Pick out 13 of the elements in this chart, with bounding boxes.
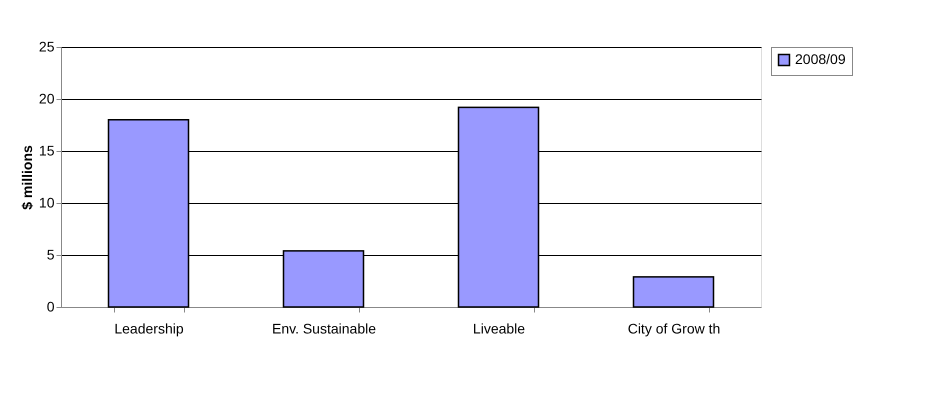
x-tick-label: City of Grow th (628, 320, 720, 336)
x-tick-label: Env. Sustainable (272, 320, 376, 336)
legend-label: 2008/09 (795, 51, 846, 67)
x-tick-label: Liveable (472, 320, 526, 336)
y-tick-label: 0 (46, 298, 55, 314)
y-tick-label: 25 (38, 38, 55, 54)
bar (632, 276, 714, 308)
y-tick-label: 5 (46, 246, 55, 262)
y-axis-title: $ millions (18, 145, 35, 210)
y-tick-label: 10 (38, 194, 55, 210)
y-tick-label: 20 (38, 90, 55, 106)
y-tick-label: 15 (38, 142, 55, 158)
x-tick-label: Leadership (114, 320, 184, 336)
